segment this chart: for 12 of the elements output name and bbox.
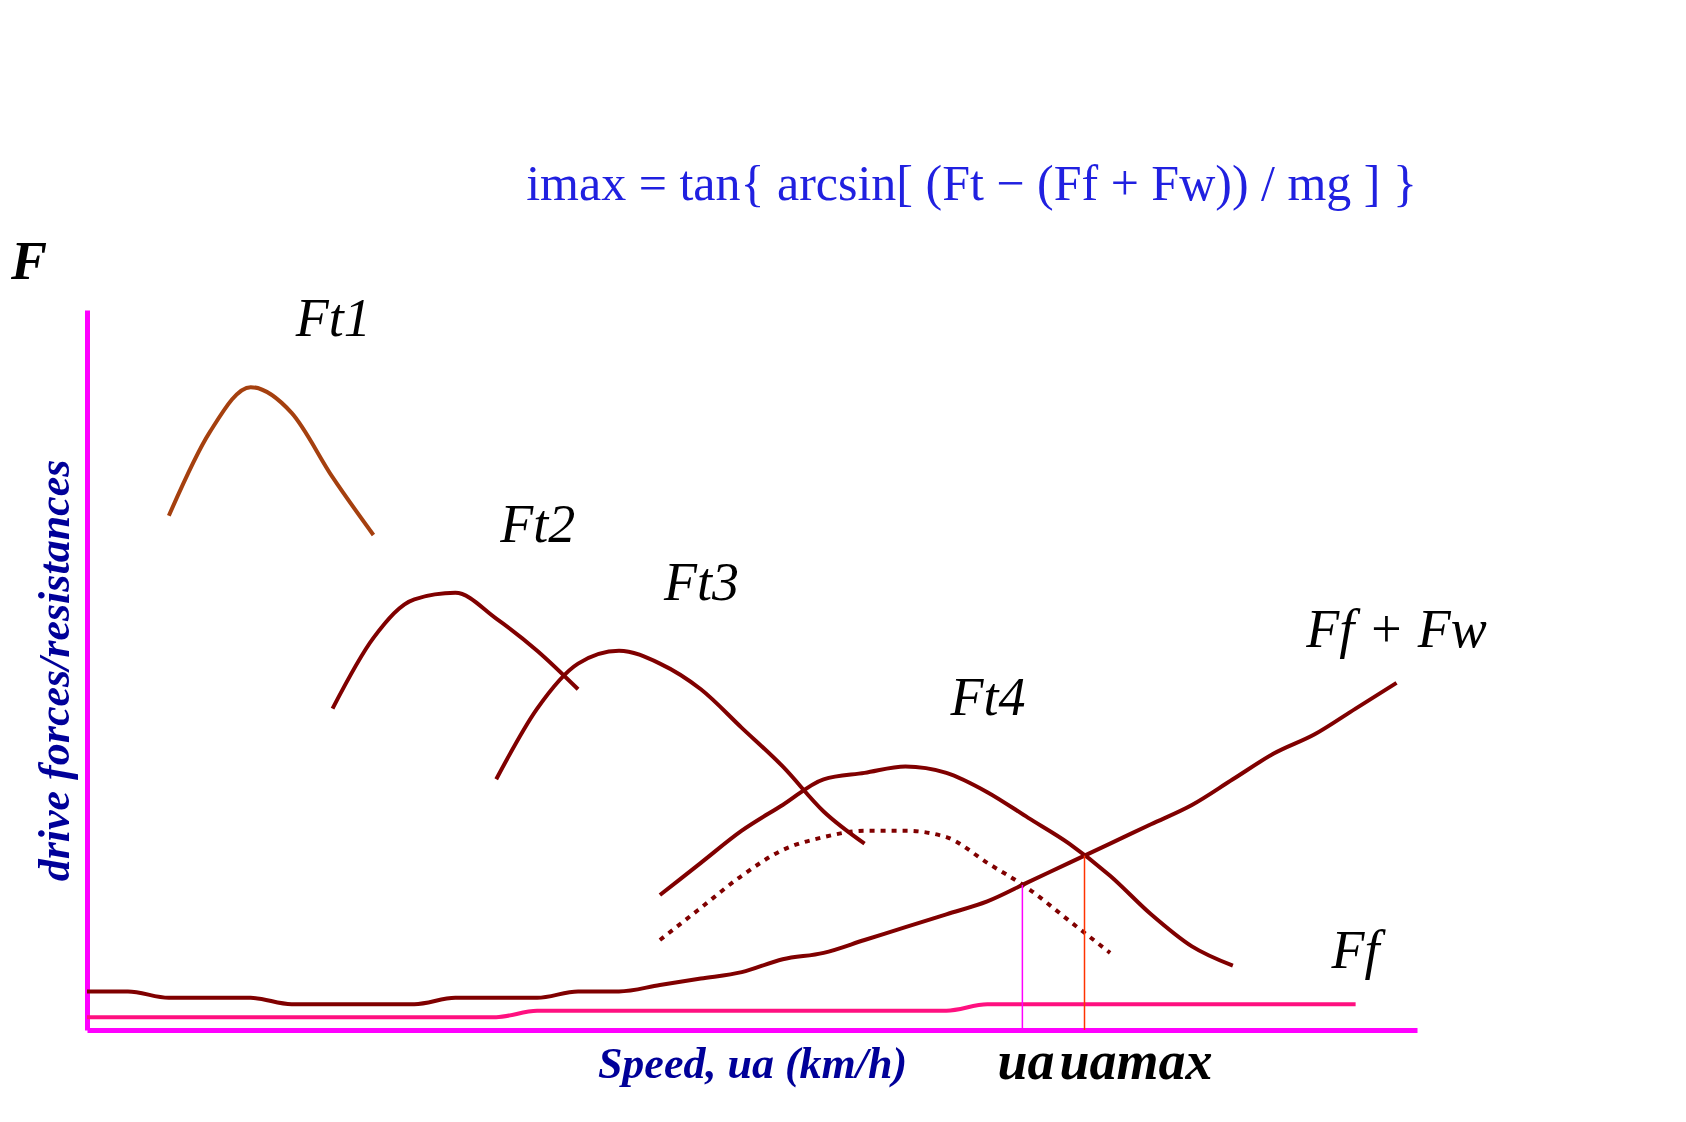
series-label: Ff + Fw [1305,598,1487,659]
series-label: Ft3 [663,551,739,612]
x-axis-title: Speed, ua (km/h) [597,1038,908,1088]
text: uamax [1059,1031,1213,1091]
series-label: Ft1 [294,288,371,349]
y-axis-title: drive forces/resistances [29,459,79,882]
series-label: Ff [1330,920,1387,981]
text: ua [997,1031,1055,1091]
series-label: Ft4 [949,667,1026,728]
text: F [9,231,47,291]
series-label: Ft2 [499,493,576,554]
text: imax = tan{ arcsin[ (Ft − (Ff + Fw)) / mg ] } [526,155,1417,211]
